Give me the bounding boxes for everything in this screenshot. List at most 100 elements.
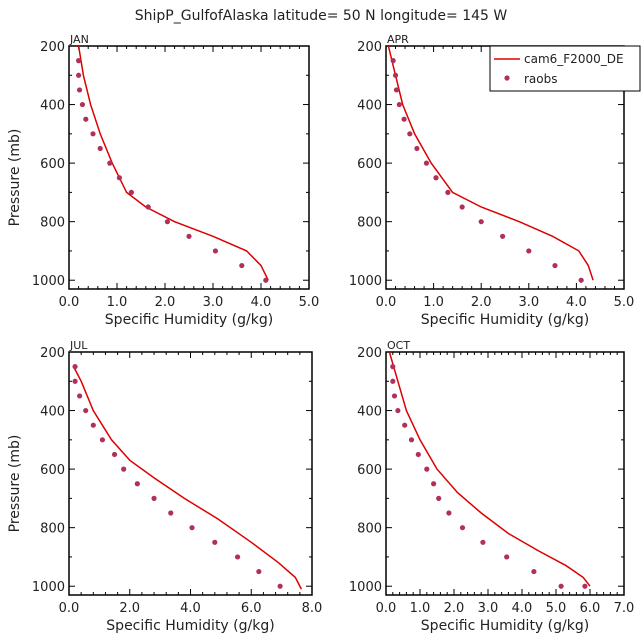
x-tick-label: 7.0 [614,601,635,616]
x-tick-label: 5.0 [299,295,320,310]
y-tick-label: 200 [40,346,65,361]
raobs-point [151,495,157,501]
raobs-point [76,72,82,78]
x-tick-label: 5.0 [546,601,567,616]
legend-model-label: cam6_F2000_DE [524,52,624,66]
raobs-point [390,378,396,384]
legend-obs-label: raobs [524,72,558,86]
raobs-point [83,116,89,122]
raobs-point [558,583,564,589]
raobs-point [99,437,106,443]
y-tick-label: 600 [40,463,65,478]
model-profile-line [387,45,594,281]
y-tick-label: 600 [40,157,65,172]
x-tick-label: 5.0 [614,295,635,310]
raobs-point [277,583,283,589]
raobs-point [391,393,398,399]
raobs-point [433,175,439,181]
model-profile-line [388,351,591,587]
raobs-point [401,116,407,122]
raobs-point [459,525,466,531]
raobs-point [77,393,83,399]
y-tick-label: 1000 [349,274,382,289]
x-axis-title: Specific Humidity (g/kg) [105,312,273,328]
raobs-point [436,495,442,501]
y-tick-label: 400 [40,405,65,420]
x-tick-label: 2.0 [471,295,492,310]
raobs-point [212,248,218,254]
plot-frame [385,351,625,596]
raobs-point [504,554,510,560]
x-tick-label: 4.0 [566,295,587,310]
raobs-point [90,131,96,137]
raobs-point [402,422,408,428]
y-tick-label: 200 [40,40,65,55]
y-tick-label: 400 [357,99,382,114]
x-tick-label: 6.0 [241,601,262,616]
x-tick-label: 4.0 [251,295,272,310]
raobs-point [480,539,486,545]
y-tick-label: 600 [357,157,382,172]
x-tick-label: 2.0 [119,601,140,616]
raobs-point [431,481,437,487]
raobs-point [552,262,558,269]
y-axis-title: Pressure (mb) [7,435,23,533]
y-tick-label: 800 [357,522,382,537]
raobs-point [79,101,86,108]
plot-frame [68,45,310,290]
x-tick-label: 4.0 [512,601,533,616]
raobs-point [526,248,532,254]
x-tick-label: 0.0 [59,601,80,616]
raobs-point [393,87,400,93]
raobs-point [459,204,465,210]
x-tick-label: 8.0 [302,601,323,616]
x-tick-label: 1.0 [423,295,444,310]
y-tick-label: 400 [40,99,65,114]
raobs-point [121,466,127,472]
y-tick-label: 200 [357,346,382,361]
panel-label: APR [387,33,409,46]
raobs-point [392,72,399,78]
model-profile-line [77,45,269,281]
raobs-point [390,58,396,64]
raobs-point [500,233,506,239]
panel-oct: 0.0 1.0 2.0 3.0 4.0 5.0 6.0 7.0 200 400 600 800 1000… [349,339,634,634]
x-tick-label: 3.0 [203,295,224,310]
raobs-point [263,277,269,283]
raobs-point [107,160,113,166]
y-tick-label: 800 [40,216,65,231]
raobs-point [239,262,245,269]
raobs-point [72,378,78,384]
x-axis-title: Specific Humidity (g/kg) [421,312,589,328]
raobs-point [408,437,415,443]
y-tick-label: 800 [40,522,65,537]
raobs-point [395,407,401,414]
raobs-point [407,131,413,137]
x-tick-label: 0.0 [376,601,397,616]
panel-label: JUL [69,339,88,352]
raobs-point [90,422,96,428]
raobs-point [72,364,78,370]
y-tick-label: 800 [357,216,382,231]
panel-apr: 0.0 1.0 2.0 3.0 4.0 5.0 200 400 600 800 1000 Specif… [349,33,634,328]
y-tick-label: 200 [357,40,382,55]
x-tick-label: 3.0 [518,295,539,310]
raobs-point [97,145,103,152]
raobs-point [116,175,122,181]
raobs-point [186,233,192,239]
raobs-point [234,554,241,560]
panel-jul: 0.0 2.0 4.0 6.0 8.0 200 400 600 800 1000 Specific … [7,339,322,634]
chart-title: ShipP_GulfofAlaska latitude= 50 N longit… [135,8,508,24]
x-tick-label: 4.0 [180,601,201,616]
raobs-point [578,277,584,283]
x-tick-label: 3.0 [478,601,499,616]
raobs-point [415,451,421,458]
plot-frame [68,351,313,596]
x-tick-label: 1.0 [410,601,431,616]
raobs-point [414,145,420,152]
x-tick-label: 1.0 [107,295,128,310]
raobs-point [390,364,396,370]
raobs-point [111,451,118,458]
